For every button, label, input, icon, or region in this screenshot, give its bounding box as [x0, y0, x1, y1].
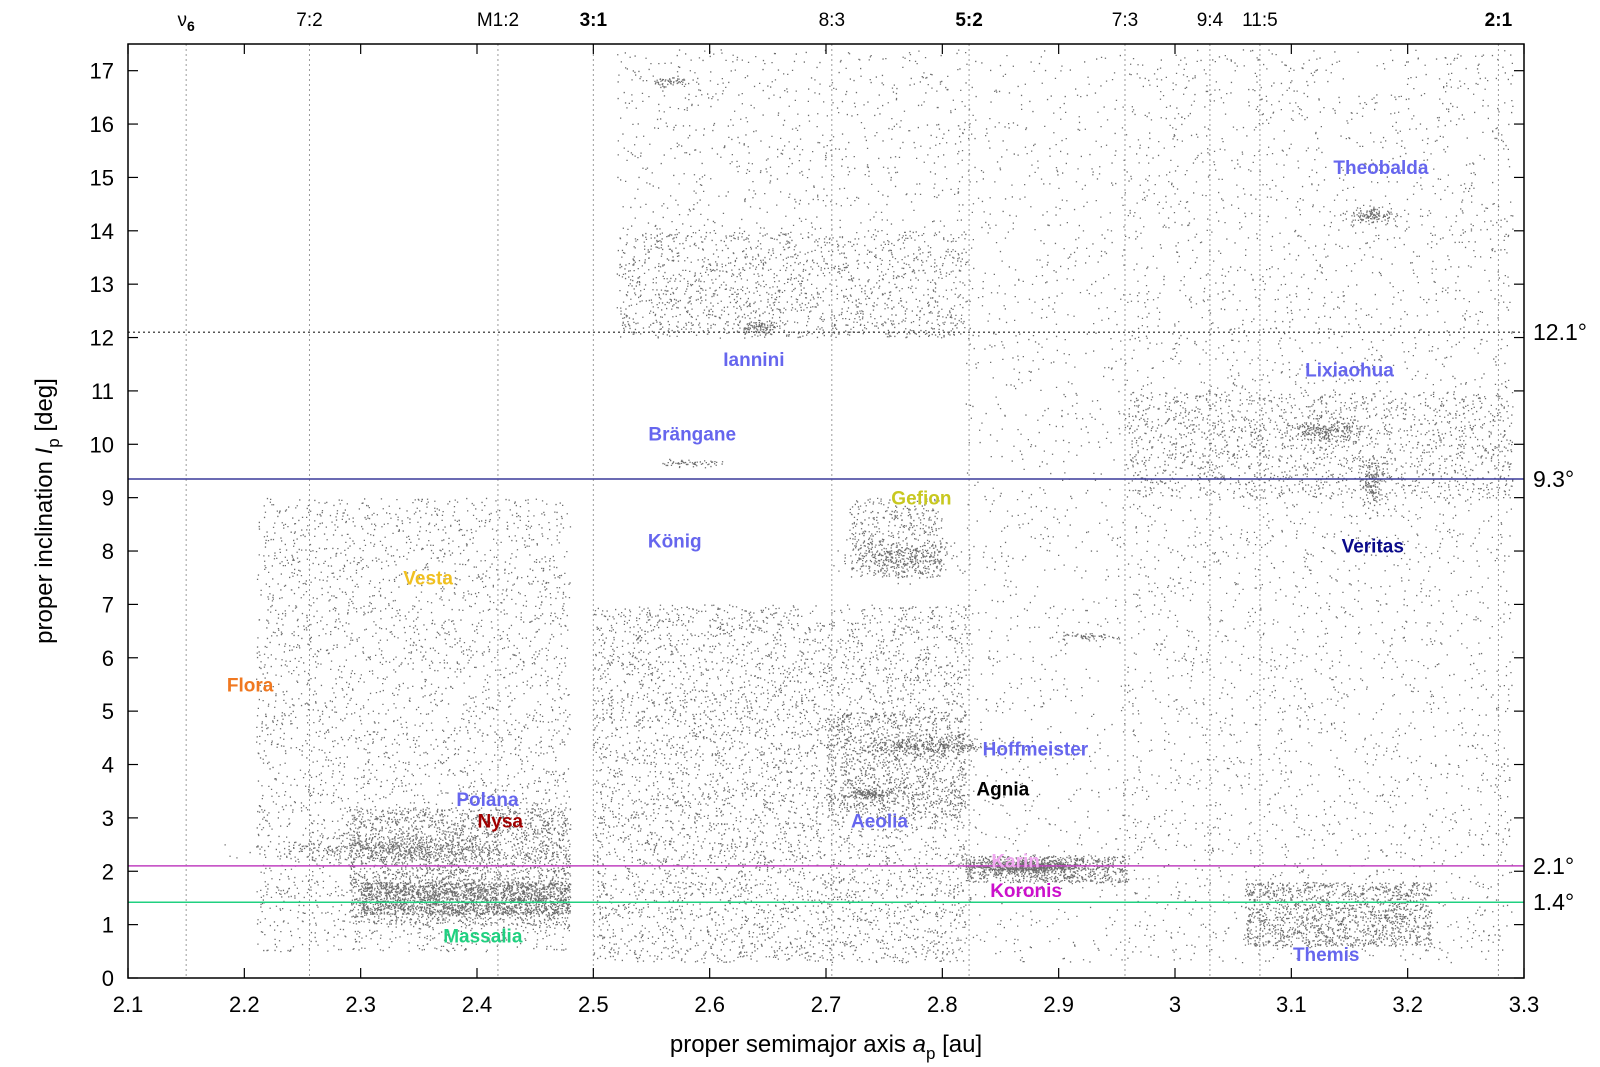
- x-axis-title-suffix: [au]: [935, 1031, 982, 1058]
- resonance-label-text: 8:3: [819, 10, 845, 31]
- family-label: Aeolia: [851, 812, 908, 833]
- family-label: Flora: [227, 675, 274, 696]
- inclination-line-label: 2.1°: [1533, 853, 1574, 879]
- y-tick-label: 9: [102, 486, 114, 511]
- family-label: Vesta: [403, 569, 453, 590]
- resonance-label-text: 7:3: [1112, 10, 1138, 31]
- x-tick-label: 2.1: [113, 992, 144, 1017]
- x-tick-label: 3.1: [1276, 992, 1307, 1017]
- y-axis-title: proper inclination Ip [deg]: [31, 378, 63, 644]
- y-tick-label: 16: [90, 112, 114, 137]
- resonance-label: ν6: [178, 10, 196, 34]
- family-label: Theobalda: [1333, 158, 1428, 179]
- x-tick-label: 2.3: [345, 992, 376, 1017]
- family-label: Brängane: [648, 425, 736, 446]
- inclination-line-label: 9.3°: [1533, 466, 1574, 492]
- resonance-label-subscript: 6: [187, 18, 195, 34]
- resonance-label: M1:2: [477, 10, 519, 31]
- family-labels: Theobalda Iannini Lixiaohua Brängane Gefion K…: [227, 158, 1429, 966]
- family-label: Iannini: [723, 350, 784, 371]
- y-tick-label: 11: [91, 379, 114, 404]
- x-axis-title-prefix: proper semimajor axis: [670, 1031, 913, 1058]
- family-label: König: [648, 531, 702, 552]
- resonance-label: 7:3: [1112, 10, 1138, 31]
- resonance-label: 8:3: [819, 10, 845, 31]
- y-axis-title-symbol: I: [31, 447, 58, 454]
- family-label: Lixiaohua: [1305, 361, 1394, 382]
- y-tick-label: 10: [90, 432, 114, 457]
- resonance-label-text: 2:1: [1485, 10, 1513, 31]
- y-tick-label: 5: [102, 699, 114, 724]
- y-tick-label: 17: [90, 59, 114, 84]
- y-tick-label: 1: [102, 913, 114, 938]
- y-axis-title-subscript: p: [44, 438, 63, 447]
- x-tick-label: 3.2: [1392, 992, 1423, 1017]
- y-tick-label: 2: [102, 859, 114, 884]
- resonance-label: 9:4: [1197, 10, 1224, 31]
- family-label: Hoffmeister: [983, 740, 1089, 761]
- axis-ticks: 2.1 2.2 2.3 2.4 2.5 2.6 2.7 2.8 2.9 3 3.1 3.2 3.3012…: [90, 44, 1540, 1017]
- y-tick-label: 13: [90, 272, 114, 297]
- inclination-line-label: 1.4°: [1533, 889, 1574, 915]
- family-label: Massalia: [443, 926, 523, 947]
- y-tick-label: 12: [90, 326, 114, 351]
- resonance-label-text: M1:2: [477, 10, 519, 31]
- y-tick-label: 14: [90, 219, 114, 244]
- inclination-line-label: 12.1°: [1533, 319, 1587, 345]
- y-tick-label: 8: [102, 539, 114, 564]
- x-tick-label: 2.8: [927, 992, 958, 1017]
- x-axis-title: proper semimajor axis ap [au]: [670, 1031, 982, 1063]
- resonance-label-text: 3:1: [580, 10, 608, 31]
- family-label: Karin: [991, 852, 1040, 873]
- x-axis-title-subscript: p: [926, 1044, 935, 1063]
- resonance-label-text: 7:2: [296, 10, 322, 31]
- y-tick-label: 4: [102, 753, 114, 778]
- family-label: Veritas: [1342, 537, 1404, 558]
- resonance-label: 3:1: [580, 10, 608, 31]
- family-label: Agnia: [976, 780, 1029, 801]
- x-tick-label: 3.3: [1509, 992, 1540, 1017]
- x-tick-label: 2.6: [694, 992, 725, 1017]
- x-axis-title-symbol: a: [913, 1031, 926, 1058]
- resonance-label: 5:2: [955, 10, 982, 31]
- resonance-label: 2:1: [1485, 10, 1513, 31]
- resonance-label: 11:5: [1242, 10, 1278, 31]
- family-label: Nysa: [478, 812, 524, 833]
- x-tick-label: 2.9: [1043, 992, 1074, 1017]
- y-tick-label: 6: [102, 646, 114, 671]
- resonance-lines: [185, 44, 1499, 978]
- x-tick-label: 2.7: [811, 992, 842, 1017]
- family-label: Gefion: [891, 489, 951, 510]
- y-axis-title-prefix: proper inclination: [31, 454, 58, 643]
- resonance-labels: ν6 7:2 M1:2 3:1 8:3 5:2 7:3 9:4 11:5 2:1: [178, 10, 1513, 34]
- family-label: Koronis: [990, 881, 1062, 902]
- resonance-label-text: ν: [178, 10, 188, 31]
- inclination-lines: 12.1° 9.3° 2.1° 1.4°: [128, 319, 1587, 915]
- y-tick-label: 3: [102, 806, 114, 831]
- x-tick-label: 3: [1169, 992, 1181, 1017]
- family-label: Polana: [456, 790, 519, 811]
- y-tick-label: 15: [90, 165, 114, 190]
- y-axis-title-suffix: [deg]: [31, 378, 58, 438]
- x-tick-label: 2.2: [229, 992, 260, 1017]
- resonance-label-text: 9:4: [1197, 10, 1224, 31]
- resonance-label-text: 11:5: [1242, 10, 1278, 31]
- resonance-label-text: 5:2: [955, 10, 982, 31]
- x-tick-label: 2.4: [462, 992, 493, 1017]
- family-label: Themis: [1293, 945, 1360, 966]
- y-tick-label: 7: [102, 592, 114, 617]
- y-tick-label: 0: [102, 966, 114, 991]
- resonance-label: 7:2: [296, 10, 322, 31]
- x-tick-label: 2.5: [578, 992, 609, 1017]
